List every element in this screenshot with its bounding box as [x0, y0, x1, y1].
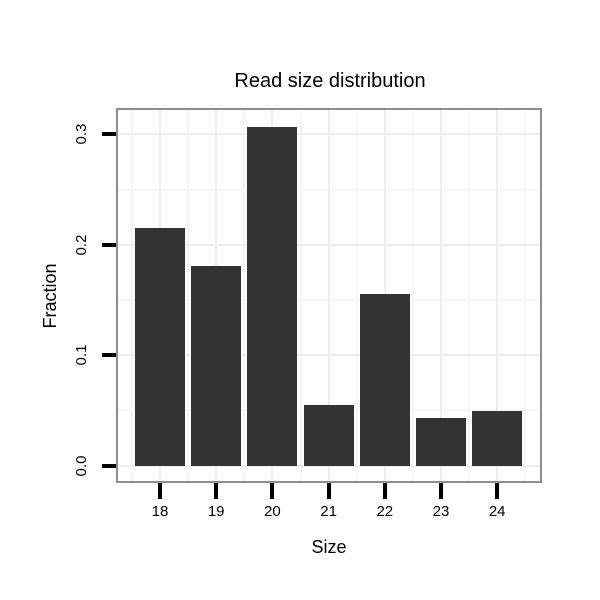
gridline-v-minor	[468, 110, 471, 481]
x-tick-mark	[158, 483, 162, 499]
x-tick-mark	[495, 483, 500, 499]
plot-panel	[116, 108, 542, 483]
x-tick-mark	[270, 483, 275, 499]
x-tick-label: 21	[320, 503, 337, 520]
gridline-v-minor	[355, 110, 358, 481]
x-tick-label: 22	[376, 503, 394, 520]
gridline-v-major	[440, 110, 442, 481]
y-axis-title: Fraction	[40, 263, 60, 329]
x-tick-mark	[326, 483, 331, 499]
y-tick-mark	[102, 242, 116, 247]
x-tick-label: 23	[432, 503, 450, 520]
bar-20	[247, 126, 298, 466]
bar-21	[303, 404, 354, 466]
chart-title: Read size distribution	[234, 70, 426, 92]
x-axis-title: Size	[311, 537, 347, 557]
y-tick-mark	[102, 132, 116, 137]
x-tick-label: 18	[151, 503, 169, 520]
bar-18	[135, 228, 185, 466]
y-tick-label: 0.1	[73, 344, 90, 366]
gridline-v-minor	[299, 110, 302, 481]
y-tick-mark	[102, 463, 116, 468]
gridline-v-major	[496, 110, 499, 481]
x-tick-label: 19	[207, 503, 225, 520]
x-tick-mark	[382, 483, 387, 499]
x-tick-mark	[439, 483, 443, 499]
bar-22	[359, 294, 410, 466]
x-tick-label: 24	[488, 503, 506, 520]
x-tick-mark	[214, 483, 219, 499]
y-tick-mark	[102, 353, 116, 358]
gridline-v-minor	[243, 110, 246, 481]
bar-23	[416, 418, 466, 466]
gridline-v-minor	[130, 110, 133, 481]
gridline-v-major	[327, 110, 330, 481]
x-tick-label: 20	[264, 503, 281, 520]
y-tick-label: 0.3	[73, 123, 90, 145]
bar-19	[191, 265, 242, 466]
gridline-v-minor	[187, 110, 190, 481]
y-tick-label: 0.2	[73, 234, 90, 256]
y-tick-label: 0.0	[73, 455, 90, 476]
bar-24	[472, 411, 523, 466]
gridline-v-minor	[524, 110, 527, 481]
gridline-v-minor	[411, 110, 414, 481]
